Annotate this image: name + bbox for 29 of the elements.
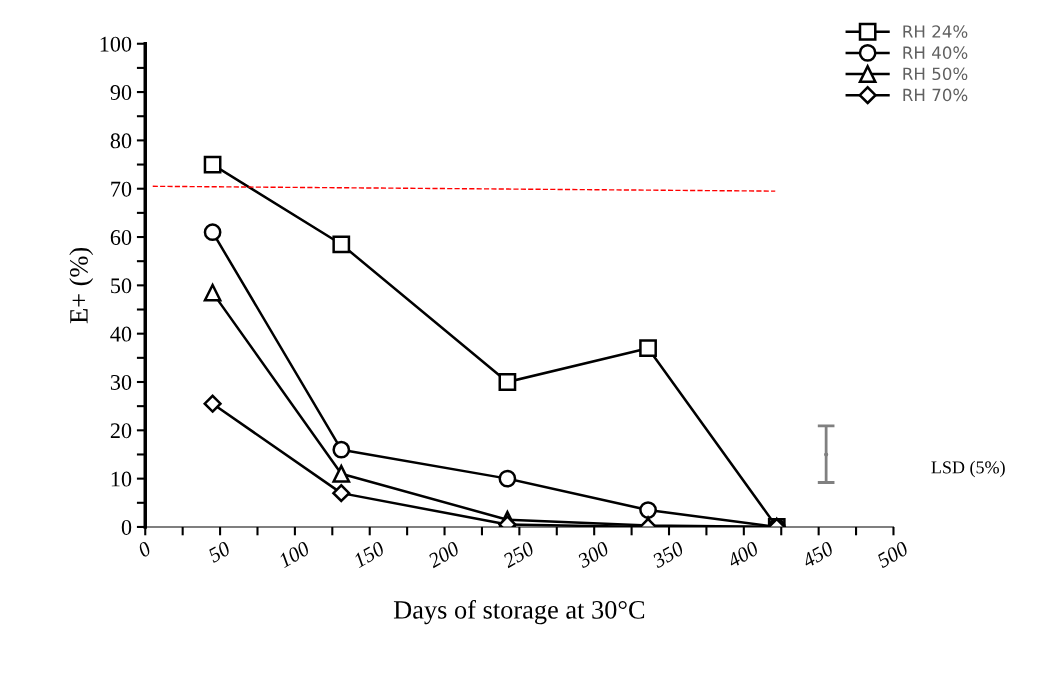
legend-label: RH 70% xyxy=(903,88,968,102)
x-tick-label: 0 xyxy=(137,540,153,558)
x-tick-label: 250 xyxy=(501,540,536,569)
y-tick-label: 20 xyxy=(110,423,132,439)
y-tick-label: 80 xyxy=(110,133,132,149)
x-tick-label: 400 xyxy=(725,540,760,569)
x-tick-label: 100 xyxy=(277,540,311,569)
y-tick-label: 10 xyxy=(111,471,132,487)
y-tick-label: 0 xyxy=(121,519,132,535)
y-tick-label: 100 xyxy=(100,36,132,52)
y-tick-label: 90 xyxy=(110,85,132,100)
legend-label: RH 50% xyxy=(903,67,968,81)
x-tick-label: 450 xyxy=(800,540,835,569)
text: LSD (5%) xyxy=(931,460,1005,478)
y-tick-label: 40 xyxy=(110,326,132,342)
y-tick-label: 30 xyxy=(110,374,132,390)
x-tick-label: 300 xyxy=(576,540,611,569)
y-axis-title: E+ (%) xyxy=(69,247,94,324)
legend-label: RH 40% xyxy=(903,46,968,59)
x-tick-label: 500 xyxy=(875,540,910,569)
x-axis-title: Days of storage at 30°C xyxy=(393,599,645,625)
x-tick-label: 150 xyxy=(352,540,386,569)
legend-label: RH 24% xyxy=(903,25,968,38)
y-tick-label: 50 xyxy=(111,278,132,294)
x-tick-label: 50 xyxy=(206,540,232,564)
x-tick-label: 350 xyxy=(651,540,685,569)
y-tick-label: 70 xyxy=(111,181,132,197)
y-tick-label: 60 xyxy=(110,229,132,245)
x-tick-label: 200 xyxy=(426,540,461,569)
